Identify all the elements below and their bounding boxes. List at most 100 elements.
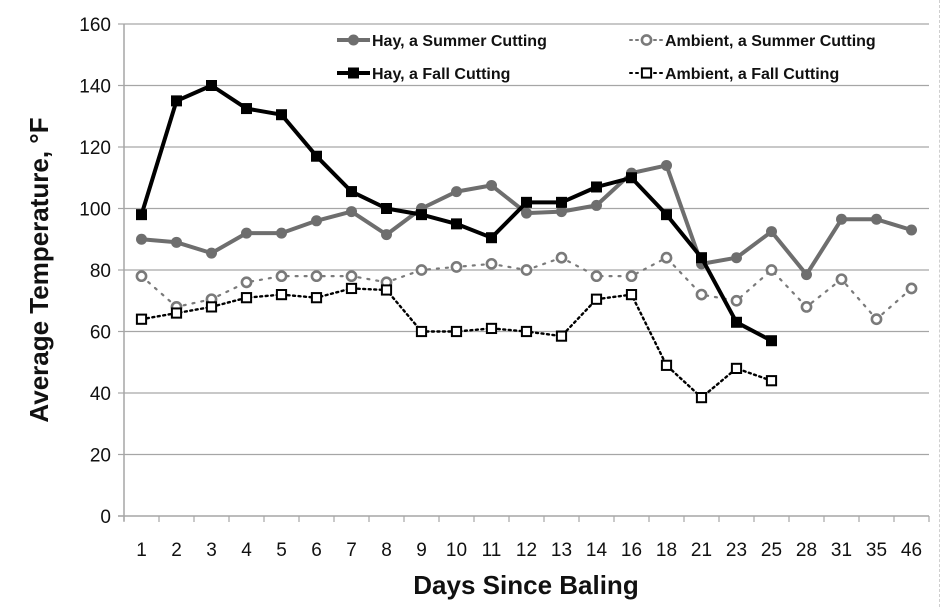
data-point — [801, 269, 812, 281]
data-point — [660, 359, 673, 371]
x-tick-label: 3 — [206, 540, 217, 561]
data-point — [765, 375, 778, 387]
data-point — [640, 34, 653, 46]
data-point — [590, 270, 603, 283]
data-point — [660, 251, 673, 264]
axes — [118, 24, 929, 521]
x-tick-label: 9 — [416, 540, 427, 561]
data-point — [486, 179, 497, 191]
series-ambient-a-summer-cutting — [135, 251, 918, 326]
data-point — [276, 227, 287, 239]
x-tick-label: 13 — [551, 540, 572, 561]
legend-label: Ambient, a Fall Cutting — [665, 66, 839, 83]
data-point — [640, 67, 653, 79]
x-tick-label: 1 — [136, 540, 147, 561]
data-point — [906, 224, 917, 236]
data-point — [311, 150, 322, 162]
x-tick-label: 46 — [901, 540, 922, 561]
data-point — [135, 270, 148, 283]
data-point — [555, 330, 568, 342]
data-point — [451, 218, 462, 230]
legend-label: Ambient, a Summer Cutting — [665, 33, 876, 50]
data-point — [346, 186, 357, 198]
y-tick-label: 80 — [90, 261, 111, 282]
legend-item: Hay, a Summer Cutting — [337, 33, 547, 50]
data-point — [765, 264, 778, 276]
series-hay-a-summer-cutting — [136, 159, 917, 281]
legend-item: Hay, a Fall Cutting — [337, 66, 510, 83]
data-point — [661, 159, 672, 171]
series-hay-a-fall-cutting — [136, 80, 777, 347]
x-tick-label: 35 — [866, 540, 887, 561]
data-point — [415, 325, 428, 338]
data-point — [835, 273, 848, 286]
data-point — [556, 206, 567, 218]
y-tick-label: 40 — [90, 384, 111, 405]
data-point — [520, 325, 533, 338]
data-point — [836, 213, 847, 225]
data-point — [348, 67, 359, 79]
data-point — [171, 95, 182, 107]
data-point — [345, 270, 358, 283]
data-point — [591, 199, 602, 211]
data-point — [135, 313, 148, 325]
x-tick-label: 18 — [656, 540, 677, 561]
data-point — [871, 213, 882, 225]
data-point — [521, 196, 532, 208]
data-point — [590, 293, 603, 305]
x-tick-label: 5 — [276, 540, 287, 561]
data-point — [206, 80, 217, 91]
data-point — [206, 247, 217, 259]
data-point — [695, 288, 708, 301]
data-point — [136, 233, 147, 245]
y-tick-label: 100 — [79, 200, 111, 221]
x-tick-label: 25 — [761, 540, 782, 561]
data-point — [695, 392, 708, 404]
page-edge-divider — [939, 0, 940, 607]
data-point — [310, 292, 323, 304]
legend-label: Hay, a Fall Cutting — [372, 66, 510, 83]
data-point — [451, 186, 462, 198]
data-point — [171, 236, 182, 248]
data-point — [555, 251, 568, 264]
series-ambient-a-fall-cutting — [135, 282, 778, 404]
data-point — [381, 229, 392, 241]
data-point — [625, 270, 638, 283]
data-point — [241, 227, 252, 239]
series-line — [140, 287, 773, 400]
x-axis-ticks: 1 2 3 4 5 6 7 8 9 10 11 12 13 14 16 18 21 23 25 28 31 35 46 — [123, 516, 930, 561]
x-tick-label: 31 — [831, 540, 852, 561]
series-line — [139, 83, 773, 343]
data-point — [241, 103, 252, 115]
data-point — [380, 284, 393, 296]
data-point — [346, 206, 357, 218]
data-point — [240, 276, 253, 289]
y-tick-label: 0 — [100, 507, 111, 528]
y-axis-title: Average Temperature, °F — [24, 117, 54, 422]
x-axis-title: Days Since Baling — [413, 570, 638, 600]
data-point — [381, 203, 392, 214]
data-point — [731, 252, 742, 264]
data-point — [485, 257, 498, 270]
y-tick-label: 60 — [90, 323, 111, 344]
gridlines — [124, 23, 929, 456]
x-tick-label: 10 — [446, 540, 467, 561]
data-point — [520, 264, 533, 276]
data-point — [730, 362, 743, 374]
data-point — [311, 215, 322, 227]
data-point — [275, 289, 288, 301]
legend: Hay, a Summer Cutting Ambient, a Summer C… — [337, 33, 876, 83]
x-tick-label: 8 — [381, 540, 392, 561]
data-point — [348, 34, 359, 46]
data-point — [416, 209, 427, 221]
data-point — [766, 335, 777, 347]
x-tick-label: 12 — [516, 540, 537, 561]
data-point — [450, 325, 463, 338]
data-point — [870, 313, 883, 326]
series-line — [141, 163, 913, 277]
data-point — [205, 301, 218, 313]
x-tick-label: 4 — [241, 540, 252, 561]
x-tick-label: 28 — [796, 540, 817, 561]
data-point — [486, 232, 497, 244]
